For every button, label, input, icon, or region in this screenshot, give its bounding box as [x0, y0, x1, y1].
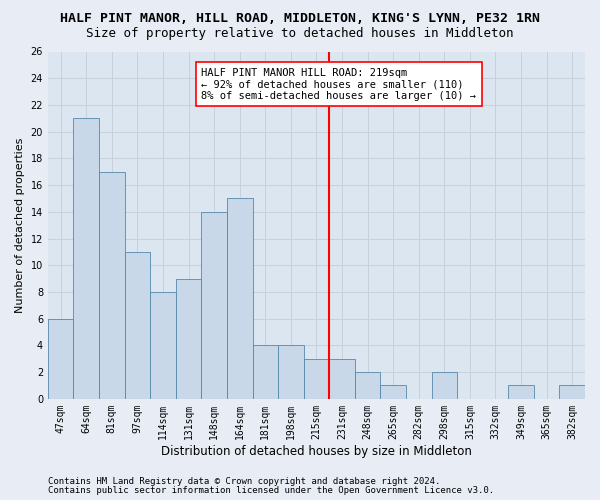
- Bar: [176, 278, 202, 399]
- Bar: [48, 318, 73, 399]
- Bar: [278, 346, 304, 399]
- Bar: [125, 252, 150, 399]
- Bar: [329, 359, 355, 399]
- Bar: [202, 212, 227, 399]
- Bar: [508, 386, 534, 399]
- Bar: [73, 118, 99, 399]
- Text: HALF PINT MANOR HILL ROAD: 219sqm
← 92% of detached houses are smaller (110)
8% : HALF PINT MANOR HILL ROAD: 219sqm ← 92% …: [202, 68, 476, 100]
- Text: HALF PINT MANOR, HILL ROAD, MIDDLETON, KING'S LYNN, PE32 1RN: HALF PINT MANOR, HILL ROAD, MIDDLETON, K…: [60, 12, 540, 26]
- Bar: [150, 292, 176, 399]
- Bar: [559, 386, 585, 399]
- Bar: [99, 172, 125, 399]
- Bar: [380, 386, 406, 399]
- Text: Size of property relative to detached houses in Middleton: Size of property relative to detached ho…: [86, 28, 514, 40]
- Text: Contains HM Land Registry data © Crown copyright and database right 2024.: Contains HM Land Registry data © Crown c…: [48, 477, 440, 486]
- Bar: [355, 372, 380, 399]
- Bar: [304, 359, 329, 399]
- Bar: [227, 198, 253, 399]
- Bar: [253, 346, 278, 399]
- X-axis label: Distribution of detached houses by size in Middleton: Distribution of detached houses by size …: [161, 444, 472, 458]
- Y-axis label: Number of detached properties: Number of detached properties: [15, 138, 25, 313]
- Bar: [431, 372, 457, 399]
- Text: Contains public sector information licensed under the Open Government Licence v3: Contains public sector information licen…: [48, 486, 494, 495]
